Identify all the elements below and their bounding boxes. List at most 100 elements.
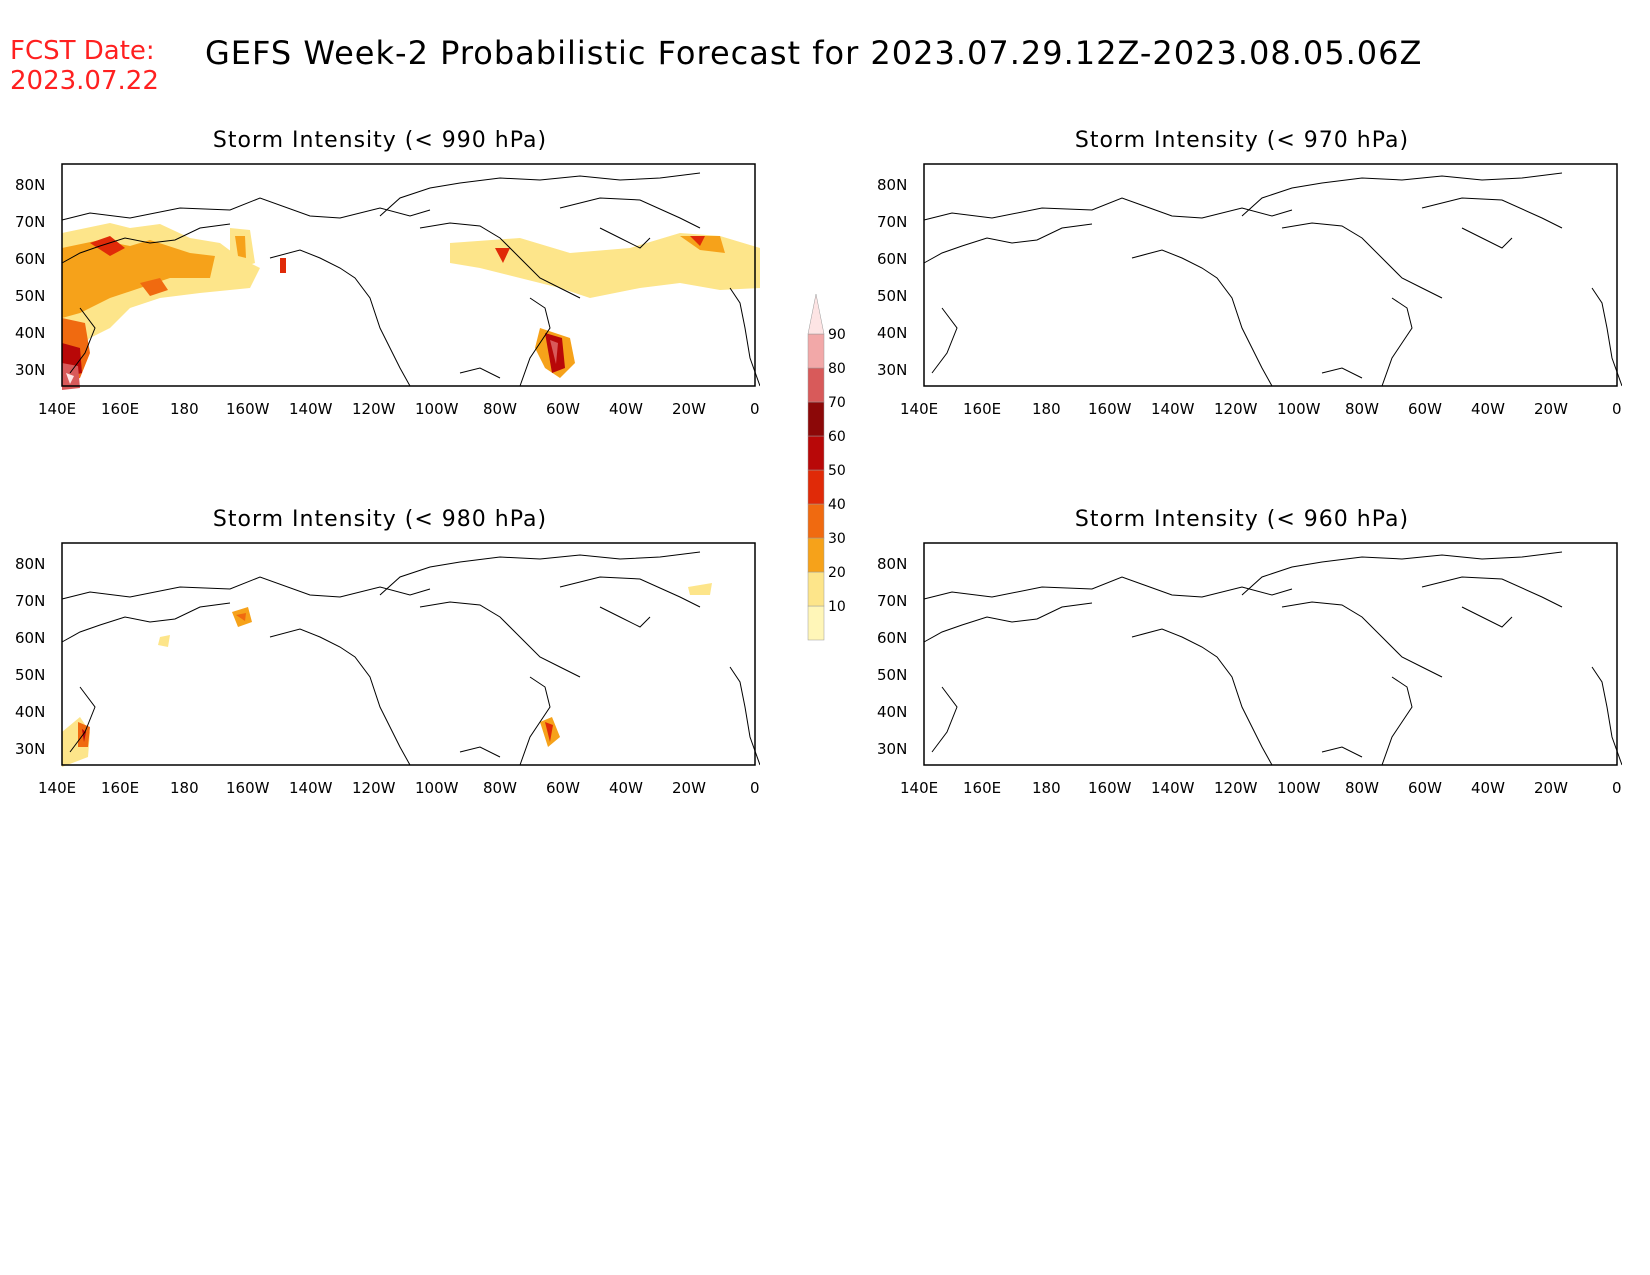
lat-tick-40n: 40N [877,324,907,342]
lon-tick-60w: 60W [1408,400,1442,418]
lat-tick-50n: 50N [877,287,907,305]
lon-tick-160e: 160E [963,400,1001,418]
lon-tick-100w: 100W [415,400,459,418]
lon-tick-120w: 120W [352,779,396,797]
latitude-ticks: 80N 70N 60N 50N 40N 30N [15,555,45,758]
colorbar-labels: 10 20 30 40 50 60 70 80 90 [828,327,846,615]
panel-title: Storm Intensity (< 980 hPa) [212,507,548,532]
lat-tick-50n: 50N [877,666,907,684]
colorbar-swatch [807,435,825,471]
lat-tick-60n: 60N [877,629,907,647]
colorbar-swatch [807,571,825,607]
lon-tick-20w: 20W [1534,779,1568,797]
lat-tick-60n: 60N [877,250,907,268]
lat-tick-80n: 80N [877,555,907,573]
lat-tick-30n: 30N [877,740,907,758]
lon-tick-0: 0 [750,400,760,418]
longitude-ticks: 140E 160E 180 160W 140W 120W 100W 80W 60… [38,400,760,418]
lon-tick-140e: 140E [900,400,938,418]
latitude-ticks: 80N 70N 60N 50N 40N 30N [15,176,45,379]
lat-tick-80n: 80N [877,176,907,194]
lon-tick-160e: 160E [101,400,139,418]
colorbar-swatch [807,293,825,335]
coastlines [923,551,1622,766]
colorbar-level-label: 40 [828,497,846,513]
colorbar-level-label: 50 [828,463,846,479]
map-frame [61,542,756,766]
colorbar-level-label: 80 [828,361,846,377]
lat-tick-80n: 80N [15,555,45,573]
panel-title: Storm Intensity (< 970 hPa) [1074,128,1410,153]
lon-tick-160w: 160W [1088,400,1132,418]
colorbar-level-label: 70 [828,395,846,411]
lon-tick-80w: 80W [483,400,517,418]
colorbar-level-label: 10 [828,599,846,615]
lon-tick-140w: 140W [289,779,333,797]
lon-tick-160e: 160E [963,779,1001,797]
lon-tick-140e: 140E [38,400,76,418]
colorbar-swatch [807,333,825,369]
lon-tick-60w: 60W [546,779,580,797]
page-title: GEFS Week-2 Probabilistic Forecast for 2… [205,34,1423,72]
lon-tick-120w: 120W [352,400,396,418]
lon-tick-80w: 80W [1345,400,1379,418]
lat-tick-70n: 70N [15,592,45,610]
lon-tick-80w: 80W [1345,779,1379,797]
lon-tick-160w: 160W [226,779,270,797]
map-frame [61,163,756,387]
lat-tick-80n: 80N [15,176,45,194]
lat-tick-30n: 30N [15,740,45,758]
lon-tick-120w: 120W [1214,779,1258,797]
colorbar: 10 20 30 40 50 60 70 80 90 [807,293,846,641]
lon-tick-40w: 40W [609,400,643,418]
lon-tick-40w: 40W [609,779,643,797]
lon-tick-60w: 60W [1408,779,1442,797]
coastlines [61,551,760,766]
lon-tick-180: 180 [1032,400,1061,418]
panel-960: Storm Intensity (< 960 hPa) 80N 70N 60N … [862,507,1622,807]
map-990: 80N 70N 60N 50N 40N 30N 140E 160E 180 16… [15,163,760,418]
lon-tick-180: 180 [170,779,199,797]
lat-tick-40n: 40N [15,324,45,342]
probability-fill [62,223,760,390]
lon-tick-40w: 40W [1471,400,1505,418]
lon-tick-100w: 100W [415,779,459,797]
lon-tick-100w: 100W [1277,779,1321,797]
lon-tick-140w: 140W [1151,779,1195,797]
lon-tick-140e: 140E [900,779,938,797]
colorbar-swatch [807,367,825,403]
longitude-ticks: 140E 160E 180 160W 140W 120W 100W 80W 60… [900,779,1622,797]
coastlines [923,172,1622,387]
lon-tick-20w: 20W [672,400,706,418]
lat-tick-30n: 30N [15,361,45,379]
lon-tick-120w: 120W [1214,400,1258,418]
longitude-ticks: 140E 160E 180 160W 140W 120W 100W 80W 60… [900,400,1622,418]
lon-tick-160w: 160W [226,400,270,418]
lon-tick-20w: 20W [672,779,706,797]
colorbar-swatch [807,401,825,437]
latitude-ticks: 80N 70N 60N 50N 40N 30N [877,176,907,379]
lon-tick-0: 0 [1612,779,1622,797]
lat-tick-30n: 30N [877,361,907,379]
lat-tick-70n: 70N [15,213,45,231]
coastlines [61,172,760,387]
lon-tick-80w: 80W [483,779,517,797]
lat-tick-70n: 70N [877,592,907,610]
lat-tick-40n: 40N [15,703,45,721]
panel-970: Storm Intensity (< 970 hPa) 80N 70N 60N … [862,128,1622,428]
panel-title: Storm Intensity (< 990 hPa) [212,128,548,153]
lon-tick-160e: 160E [101,779,139,797]
lat-tick-60n: 60N [15,629,45,647]
map-970: 80N 70N 60N 50N 40N 30N 140E 160E 180 16… [877,163,1622,418]
forecast-date-value: 2023.07.22 [10,66,159,96]
colorbar-swatch [807,469,825,505]
lon-tick-180: 180 [170,400,199,418]
lon-tick-180: 180 [1032,779,1061,797]
colorbar-swatch [807,537,825,573]
lat-tick-50n: 50N [15,666,45,684]
forecast-date-label: FCST Date: [10,36,155,66]
latitude-ticks: 80N 70N 60N 50N 40N 30N [877,555,907,758]
lon-tick-160w: 160W [1088,779,1132,797]
colorbar-swatch [807,503,825,539]
colorbar-swatches [807,293,825,641]
